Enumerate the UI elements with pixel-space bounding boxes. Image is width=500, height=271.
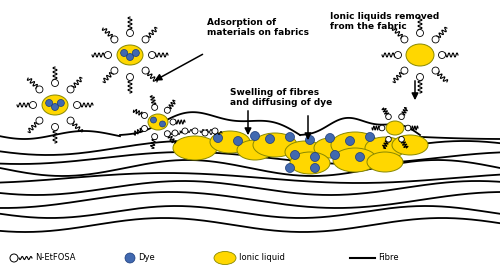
Circle shape bbox=[386, 137, 392, 142]
Circle shape bbox=[212, 128, 218, 134]
Circle shape bbox=[192, 128, 198, 134]
Circle shape bbox=[250, 131, 260, 140]
Ellipse shape bbox=[290, 152, 330, 174]
Circle shape bbox=[58, 99, 64, 107]
Circle shape bbox=[398, 114, 404, 120]
Circle shape bbox=[67, 86, 74, 93]
Circle shape bbox=[356, 153, 364, 162]
Circle shape bbox=[67, 117, 74, 124]
Circle shape bbox=[150, 117, 156, 123]
Circle shape bbox=[398, 137, 404, 142]
Circle shape bbox=[182, 128, 188, 134]
Circle shape bbox=[10, 254, 18, 262]
Ellipse shape bbox=[314, 138, 346, 158]
Circle shape bbox=[142, 112, 148, 118]
Circle shape bbox=[104, 51, 112, 59]
Ellipse shape bbox=[237, 140, 273, 160]
Circle shape bbox=[214, 134, 222, 143]
Circle shape bbox=[152, 134, 158, 140]
Circle shape bbox=[52, 79, 59, 86]
Circle shape bbox=[286, 163, 294, 173]
Circle shape bbox=[202, 130, 208, 136]
Circle shape bbox=[152, 104, 158, 110]
Text: Ionic liquid: Ionic liquid bbox=[239, 253, 285, 263]
Circle shape bbox=[405, 125, 411, 131]
Circle shape bbox=[148, 51, 156, 59]
Circle shape bbox=[346, 137, 354, 146]
Circle shape bbox=[234, 137, 242, 146]
Circle shape bbox=[132, 50, 140, 56]
Circle shape bbox=[126, 73, 134, 80]
Ellipse shape bbox=[214, 251, 236, 264]
Circle shape bbox=[310, 163, 320, 173]
Circle shape bbox=[142, 125, 148, 131]
Ellipse shape bbox=[117, 45, 143, 65]
Circle shape bbox=[266, 134, 274, 144]
Circle shape bbox=[142, 36, 149, 43]
Circle shape bbox=[160, 121, 166, 127]
Circle shape bbox=[126, 30, 134, 37]
Circle shape bbox=[432, 67, 439, 74]
Circle shape bbox=[36, 86, 43, 93]
Circle shape bbox=[416, 30, 424, 37]
Ellipse shape bbox=[386, 121, 404, 135]
Circle shape bbox=[438, 51, 446, 59]
Text: Swelling of fibres
and diffusing of dye: Swelling of fibres and diffusing of dye bbox=[230, 88, 332, 107]
Circle shape bbox=[126, 53, 134, 60]
Text: Dye: Dye bbox=[138, 253, 155, 263]
Text: N-EtFOSA: N-EtFOSA bbox=[35, 253, 76, 263]
Circle shape bbox=[401, 67, 408, 74]
Circle shape bbox=[306, 136, 314, 144]
Circle shape bbox=[379, 125, 385, 131]
Circle shape bbox=[416, 73, 424, 80]
Circle shape bbox=[401, 36, 408, 43]
Circle shape bbox=[286, 133, 294, 141]
Circle shape bbox=[142, 67, 149, 74]
Circle shape bbox=[125, 253, 135, 263]
Ellipse shape bbox=[406, 44, 434, 66]
Ellipse shape bbox=[392, 135, 428, 155]
Circle shape bbox=[330, 150, 340, 160]
Ellipse shape bbox=[148, 114, 168, 130]
Circle shape bbox=[52, 124, 59, 131]
Circle shape bbox=[172, 130, 178, 136]
Circle shape bbox=[30, 102, 36, 108]
Circle shape bbox=[164, 107, 170, 113]
Ellipse shape bbox=[365, 137, 405, 159]
Ellipse shape bbox=[210, 131, 250, 153]
Circle shape bbox=[432, 36, 439, 43]
Ellipse shape bbox=[42, 95, 68, 115]
Circle shape bbox=[310, 153, 320, 162]
Circle shape bbox=[366, 133, 374, 141]
Circle shape bbox=[36, 117, 43, 124]
Circle shape bbox=[74, 102, 80, 108]
Circle shape bbox=[111, 36, 118, 43]
Circle shape bbox=[386, 114, 392, 120]
Circle shape bbox=[120, 50, 128, 56]
Text: Fibre: Fibre bbox=[378, 253, 398, 263]
Circle shape bbox=[164, 131, 170, 137]
Circle shape bbox=[394, 51, 402, 59]
Ellipse shape bbox=[367, 152, 403, 172]
Circle shape bbox=[111, 67, 118, 74]
Circle shape bbox=[290, 150, 300, 160]
Ellipse shape bbox=[173, 136, 217, 160]
Ellipse shape bbox=[285, 141, 325, 163]
Circle shape bbox=[170, 119, 176, 125]
Text: Ionic liquids removed
from the fabric: Ionic liquids removed from the fabric bbox=[330, 12, 440, 31]
Ellipse shape bbox=[331, 132, 379, 158]
Ellipse shape bbox=[253, 133, 297, 157]
Circle shape bbox=[46, 99, 52, 107]
Text: Adsorption of
materials on fabrics: Adsorption of materials on fabrics bbox=[207, 18, 309, 37]
Circle shape bbox=[52, 104, 59, 111]
Circle shape bbox=[326, 134, 334, 143]
Ellipse shape bbox=[333, 148, 377, 172]
